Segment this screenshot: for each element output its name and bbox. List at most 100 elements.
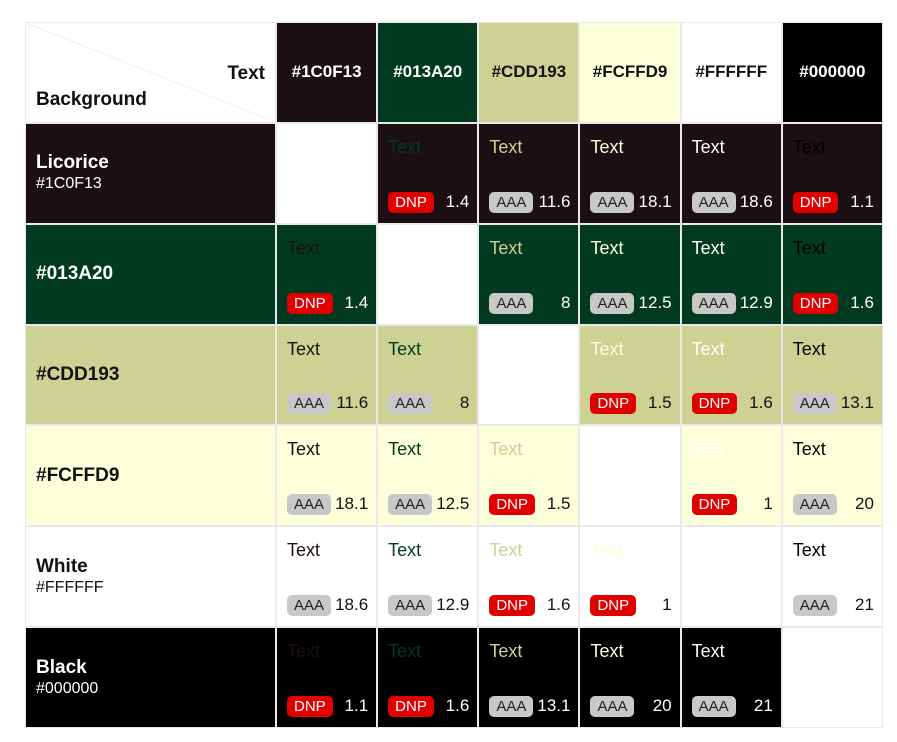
sample-text: Text xyxy=(590,540,624,561)
contrast-ratio: 11.6 xyxy=(336,393,369,413)
contrast-swatch: Text AAA 20 xyxy=(781,425,883,527)
column-header: #000000 xyxy=(781,22,883,123)
column-header: #FCFFD9 xyxy=(579,22,681,123)
sample-text: Text xyxy=(590,641,624,662)
contrast-ratio: 1.6 xyxy=(850,292,874,312)
contrast-swatch: Text DNP 1.6 xyxy=(478,526,580,628)
contrast-swatch: Text DNP 1.5 xyxy=(478,425,580,527)
contrast-ratio: 13.1 xyxy=(840,393,874,413)
contrast-ratio: 12.5 xyxy=(638,292,672,312)
rating-badge: AAA xyxy=(287,595,332,617)
rating-badge: AAA xyxy=(590,191,635,213)
rating-badge: DNP xyxy=(691,494,738,516)
row-header-name: #CDD193 xyxy=(36,364,120,385)
contrast-ratio: 13.1 xyxy=(537,696,571,716)
contrast-swatch: Text DNP 1.1 xyxy=(276,627,378,729)
sample-text: Text xyxy=(792,237,826,258)
contrast-ratio: 1.5 xyxy=(546,494,571,514)
contrast-swatch: Text AAA 18.6 xyxy=(680,122,782,224)
row-header: #CDD193 xyxy=(25,324,276,426)
empty-cell xyxy=(276,122,378,224)
rating-badge: DNP xyxy=(691,393,738,415)
column-header-label: #000000 xyxy=(799,62,866,82)
contrast-swatch: Text AAA 13.1 xyxy=(781,324,883,426)
rating-badge: DNP xyxy=(792,191,839,213)
contrast-swatch: Text DNP 1.4 xyxy=(377,122,479,224)
column-header: #1C0F13 xyxy=(276,22,378,123)
contrast-swatch: Text DNP 1.5 xyxy=(579,324,681,426)
row-header: #013A20 xyxy=(25,223,276,325)
rating-badge: AAA xyxy=(287,494,332,516)
rating-badge: AAA xyxy=(489,292,534,314)
rating-badge: DNP xyxy=(489,494,535,516)
contrast-swatch: Text DNP 1 xyxy=(680,425,782,527)
contrast-swatch: Text AAA 18.1 xyxy=(579,122,681,224)
contrast-swatch: Text AAA 11.6 xyxy=(276,324,378,426)
sample-text: Text xyxy=(388,136,422,157)
contrast-swatch: Text AAA 12.9 xyxy=(680,223,782,325)
row-header-name: #FCFFD9 xyxy=(36,464,120,486)
sample-text: Text xyxy=(691,237,725,258)
contrast-ratio: 18.1 xyxy=(335,494,369,514)
sample-text: Text xyxy=(287,641,321,662)
row-header-hex: #000000 xyxy=(36,679,99,697)
sample-text: Text xyxy=(792,338,826,359)
rating-badge: DNP xyxy=(590,595,637,617)
rating-badge: AAA xyxy=(691,292,736,314)
sample-text: Text xyxy=(489,136,523,157)
contrast-swatch: Text DNP 1.6 xyxy=(377,627,479,729)
column-header: #013A20 xyxy=(377,22,479,123)
column-header: #CDD193 xyxy=(478,22,580,123)
contrast-ratio: 18.6 xyxy=(335,595,369,615)
rating-badge: AAA xyxy=(388,595,433,617)
sample-text: Text xyxy=(590,237,624,258)
contrast-ratio: 1.6 xyxy=(749,393,773,413)
rating-badge: DNP xyxy=(287,292,333,314)
contrast-swatch: Text AAA 12.5 xyxy=(579,223,681,325)
rating-badge: AAA xyxy=(388,494,433,516)
sample-text: Text xyxy=(691,136,725,157)
contrast-ratio: 1 xyxy=(662,595,672,615)
row-header-name: Black xyxy=(36,656,87,678)
rating-badge: AAA xyxy=(287,393,332,415)
contrast-ratio: 1.4 xyxy=(344,292,369,312)
rating-badge: AAA xyxy=(691,696,736,718)
column-header-label: #FCFFD9 xyxy=(592,62,668,82)
row-header: Black #000000 xyxy=(25,627,276,729)
rating-badge: AAA xyxy=(792,494,837,516)
contrast-swatch: Text AAA 12.5 xyxy=(377,425,479,527)
sample-text: Text xyxy=(489,439,523,460)
contrast-ratio: 1.1 xyxy=(344,696,369,716)
corner-header-cell: Text Background xyxy=(25,22,276,123)
row-header-hex: #1C0F13 xyxy=(36,175,102,193)
column-header: #FFFFFF xyxy=(680,22,782,123)
empty-cell xyxy=(781,627,883,729)
sample-text: Text xyxy=(590,338,624,359)
sample-text: Text xyxy=(691,338,725,359)
contrast-swatch: Text DNP 1.1 xyxy=(781,122,883,224)
contrast-swatch: Text DNP 1.4 xyxy=(276,223,378,325)
column-header-label: #CDD193 xyxy=(491,62,567,82)
contrast-swatch: Text AAA 8 xyxy=(478,223,580,325)
contrast-swatch: Text AAA 12.9 xyxy=(377,526,479,628)
sample-text: Text xyxy=(489,641,523,662)
contrast-ratio: 12.9 xyxy=(739,292,773,312)
sample-text: Text xyxy=(792,439,826,460)
empty-cell xyxy=(377,223,479,325)
column-header-label: #FFFFFF xyxy=(695,62,768,82)
contrast-swatch: Text AAA 13.1 xyxy=(478,627,580,729)
row-header: Licorice #1C0F13 xyxy=(25,122,276,224)
sample-text: Text xyxy=(489,237,523,258)
contrast-ratio: 21 xyxy=(855,595,874,615)
rating-badge: DNP xyxy=(287,696,333,718)
contrast-ratio: 12.5 xyxy=(436,494,470,514)
contrast-ratio: 20 xyxy=(855,494,874,514)
rating-badge: DNP xyxy=(590,393,637,415)
contrast-swatch: Text AAA 21 xyxy=(781,526,883,628)
sample-text: Text xyxy=(287,338,321,359)
sample-text: Text xyxy=(388,540,422,561)
contrast-ratio: 21 xyxy=(753,696,773,716)
sample-text: Text xyxy=(287,439,321,460)
rating-badge: AAA xyxy=(489,696,534,718)
empty-cell xyxy=(478,324,580,426)
